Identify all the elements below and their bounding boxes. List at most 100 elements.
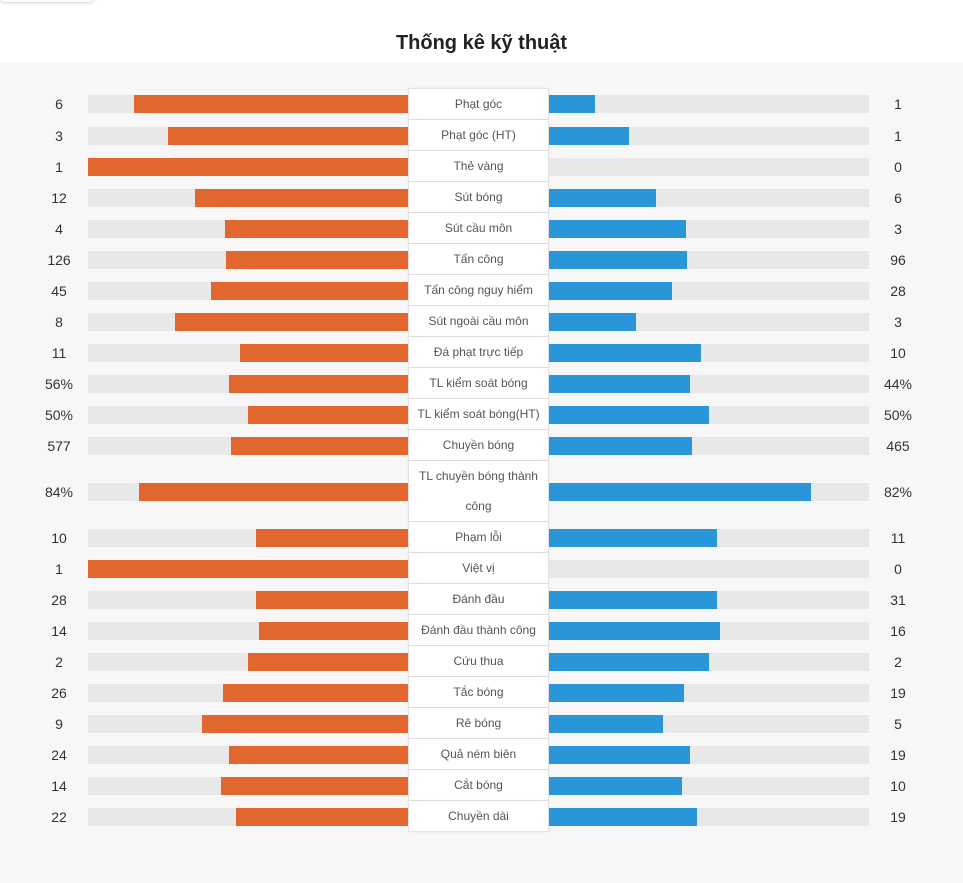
stats-panel: 6 Phạt góc 1 3 Phạt góc (HT) 1 1 Thẻ vàng 0 12 Sút… xyxy=(0,62,963,883)
home-bar xyxy=(175,312,408,331)
home-bar-track xyxy=(88,250,408,269)
home-value: 1 xyxy=(55,158,63,175)
home-bar-track xyxy=(88,343,408,362)
stat-row: 11 Đá phạt trực tiếp 10 xyxy=(30,337,927,368)
home-bar xyxy=(258,621,408,640)
stat-row: 126 Tấn công 96 xyxy=(30,244,927,275)
home-bar-track xyxy=(88,219,408,238)
home-bar-track xyxy=(88,95,408,113)
stat-row: 45 Tấn công nguy hiểm 28 xyxy=(30,275,927,306)
home-value: 28 xyxy=(51,591,67,608)
away-bar-track xyxy=(549,482,869,501)
home-value: 8 xyxy=(55,313,63,330)
stat-label: Sút bóng xyxy=(408,182,549,213)
home-bar xyxy=(133,95,408,113)
home-bar-track xyxy=(88,312,408,331)
stat-label: Phạm lỗi xyxy=(408,522,549,553)
away-value: 10 xyxy=(890,777,906,794)
away-bar xyxy=(549,188,656,207)
away-bar xyxy=(549,528,717,547)
stat-label: Quả ném biên xyxy=(408,739,549,770)
stat-row: 9 Rê bóng 5 xyxy=(30,708,927,739)
away-value: 1 xyxy=(894,96,902,112)
stat-row: 56% TL kiểm soát bóng 44% xyxy=(30,368,927,399)
stat-label: Rê bóng xyxy=(408,708,549,739)
home-value: 1 xyxy=(55,560,63,577)
stat-row: 1 Thẻ vàng 0 xyxy=(30,151,927,182)
home-bar xyxy=(202,714,408,733)
away-bar xyxy=(549,343,702,362)
away-bar-track xyxy=(549,95,869,113)
home-bar xyxy=(255,528,408,547)
stat-label: Phạt góc xyxy=(408,88,549,120)
home-bar xyxy=(139,482,408,501)
home-bar xyxy=(223,683,408,702)
home-bar-track xyxy=(88,559,408,578)
home-value: 3 xyxy=(55,127,63,144)
away-bar-track xyxy=(549,405,869,424)
stat-row: 84% TL chuyền bóng thành công 82% xyxy=(30,461,927,522)
away-value: 3 xyxy=(894,220,902,237)
stat-label: Việt vị xyxy=(408,553,549,584)
stats-table: 6 Phạt góc 1 3 Phạt góc (HT) 1 1 Thẻ vàng 0 12 Sút… xyxy=(30,88,927,832)
stat-row: 1 Việt vị 0 xyxy=(30,553,927,584)
stat-row: 3 Phạt góc (HT) 1 xyxy=(30,120,927,151)
home-value: 11 xyxy=(51,344,67,361)
away-value: 0 xyxy=(894,560,902,577)
home-bar-track xyxy=(88,374,408,393)
home-value: 26 xyxy=(51,684,67,701)
away-bar-track xyxy=(549,219,869,238)
stat-label: TL chuyền bóng thành công xyxy=(408,461,549,522)
away-bar xyxy=(549,590,718,609)
home-bar-track xyxy=(88,436,408,455)
home-bar-track xyxy=(88,714,408,733)
away-bar-track xyxy=(549,621,869,640)
away-bar-track xyxy=(549,374,869,393)
away-bar xyxy=(549,482,812,501)
stat-label: Sút ngoài cầu môn xyxy=(408,306,549,337)
stat-row: 8 Sút ngoài cầu môn 3 xyxy=(30,306,927,337)
home-bar-track xyxy=(88,482,408,501)
away-bar xyxy=(549,281,672,300)
away-value: 31 xyxy=(890,591,906,608)
home-value: 84% xyxy=(44,483,74,500)
away-bar xyxy=(549,745,691,764)
home-bar-track xyxy=(88,776,408,795)
home-value: 577 xyxy=(47,437,71,454)
stat-label: TL kiểm soát bóng xyxy=(408,368,549,399)
stat-row: 10 Phạm lỗi 11 xyxy=(30,522,927,553)
stat-row: 14 Đánh đầu thành công 16 xyxy=(30,615,927,646)
away-bar xyxy=(549,714,664,733)
stat-label: Phạt góc (HT) xyxy=(408,120,549,151)
home-value: 56% xyxy=(44,375,74,392)
away-bar xyxy=(549,683,685,702)
home-bar xyxy=(168,126,408,145)
away-bar-track xyxy=(549,157,869,176)
home-bar xyxy=(229,745,408,764)
away-bar-track xyxy=(549,652,869,671)
home-value: 6 xyxy=(55,96,63,112)
away-bar-track xyxy=(549,807,869,826)
home-bar-track xyxy=(88,652,408,671)
home-value: 9 xyxy=(55,715,63,732)
home-bar-track xyxy=(88,281,408,300)
away-value: 6 xyxy=(894,189,902,206)
away-bar-track xyxy=(549,312,869,331)
away-bar xyxy=(549,219,687,238)
home-bar xyxy=(248,405,408,424)
home-value: 4 xyxy=(55,220,63,237)
away-value: 82% xyxy=(883,483,913,500)
stat-label: Cắt bóng xyxy=(408,770,549,801)
home-value: 50% xyxy=(44,406,74,423)
away-bar-track xyxy=(549,714,869,733)
stat-row: 14 Cắt bóng 10 xyxy=(30,770,927,801)
away-bar xyxy=(549,250,688,269)
away-value: 28 xyxy=(890,282,906,299)
away-value: 19 xyxy=(890,808,906,825)
away-bar-track xyxy=(549,250,869,269)
stat-row: 6 Phạt góc 1 xyxy=(30,88,927,120)
stat-row: 22 Chuyền dài 19 xyxy=(30,801,927,832)
away-value: 44% xyxy=(883,375,913,392)
home-bar xyxy=(240,343,408,362)
away-bar-track xyxy=(549,436,869,455)
